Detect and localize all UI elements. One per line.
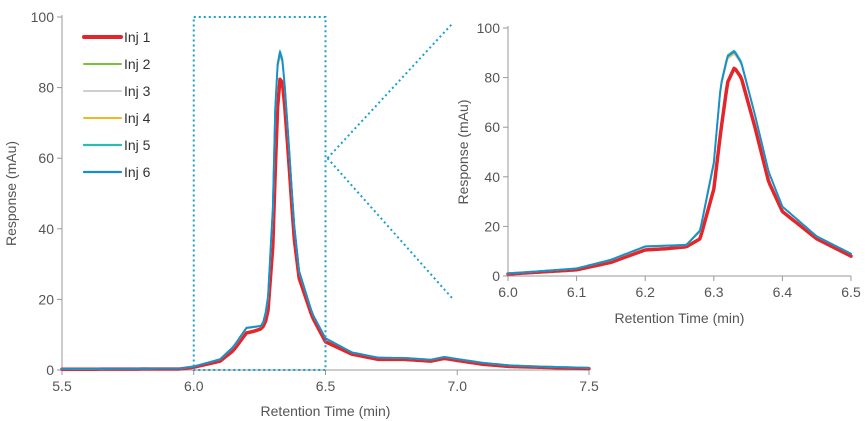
legend-label: Inj 4 [124, 110, 151, 126]
main-x-tick-label: 7.0 [448, 378, 468, 394]
inset-y-tick-label: 80 [484, 70, 500, 86]
legend-label: Inj 1 [124, 29, 151, 45]
zoom-region-box [192, 16, 327, 371]
legend-label: Inj 2 [124, 56, 151, 72]
inset-series-line-inj-4 [507, 52, 852, 275]
legend: Inj 1 Inj 2 Inj 3 Inj 4 Inj 5 Inj 6 [82, 29, 151, 180]
legend-label: Inj 6 [124, 164, 151, 180]
main-series-line-inj-6 [61, 51, 590, 370]
main-y-tick-label: 0 [46, 362, 54, 378]
inset-x-tick-label: 6.3 [704, 284, 724, 300]
inset-y-tick-label: 0 [492, 268, 500, 284]
main-x-tick-label: 6.0 [184, 378, 204, 394]
zoom-connector-lines [326, 23, 453, 299]
inset-y-tick-label: 40 [484, 169, 500, 185]
inset-x-tick-label: 6.5 [841, 284, 861, 300]
legend-label: Inj 5 [124, 137, 151, 153]
main-y-tick-label: 40 [38, 221, 54, 237]
inset-y-tick-label: 100 [477, 20, 501, 36]
zoom-connector-top [326, 23, 453, 159]
legend-label: Inj 3 [124, 83, 151, 99]
inset-chart: 0 20 40 60 80 100 6.0 6.1 6.2 6.3 6.4 6.5 Retention … [455, 20, 861, 326]
main-x-tick-label: 7.5 [579, 378, 599, 394]
inset-x-tick-label: 6.4 [773, 284, 793, 300]
inset-series-line-inj-6 [507, 50, 852, 275]
main-x-tick-label: 5.5 [52, 378, 72, 394]
inset-series-line-inj-3 [507, 53, 852, 275]
inset-series-line-inj-5 [507, 49, 852, 275]
inset-y-tick-label: 60 [484, 119, 500, 135]
main-y-axis-title: Response (mAu) [3, 141, 19, 246]
inset-series-line-inj-2 [507, 52, 852, 275]
inset-x-axis-title: Retention Time (min) [615, 310, 745, 326]
inset-series-line-inj-1 [506, 66, 853, 276]
main-y-tick-label: 80 [38, 80, 54, 96]
main-chart: 0 20 40 60 80 100 5.5 6.0 6.5 7.0 7.5 Retention Tim… [3, 9, 599, 419]
main-y-tick-label: 100 [31, 9, 55, 25]
main-x-axis-title: Retention Time (min) [261, 403, 391, 419]
inset-x-tick-label: 6.1 [567, 284, 587, 300]
main-x-tick-label: 6.5 [316, 378, 336, 394]
main-y-tick-label: 60 [38, 150, 54, 166]
main-y-tick-label: 20 [38, 291, 54, 307]
inset-y-axis-title: Response (mAu) [455, 99, 471, 204]
inset-x-tick-label: 6.2 [635, 284, 655, 300]
inset-y-tick-label: 20 [484, 218, 500, 234]
zoom-connector-bottom [326, 157, 453, 299]
inset-x-tick-label: 6.0 [498, 284, 518, 300]
